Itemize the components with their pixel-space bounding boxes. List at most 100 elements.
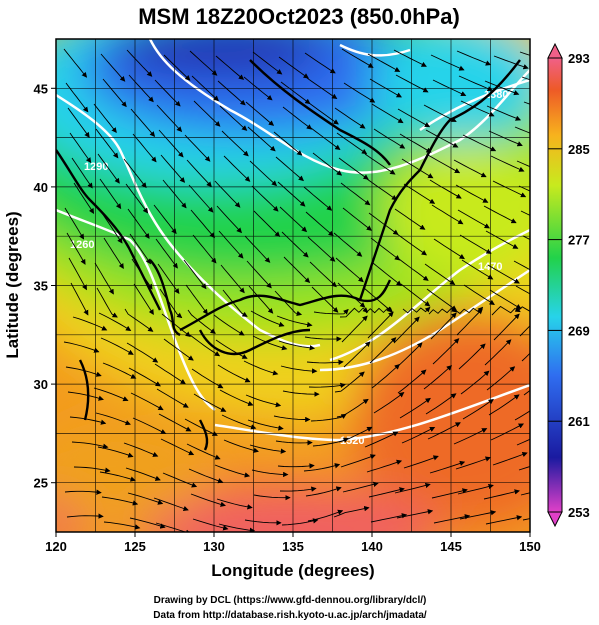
- y-tick-label: 45: [34, 81, 48, 96]
- map-grid: [56, 39, 530, 532]
- streamline-arrow: [153, 497, 189, 512]
- streamline-arrow: [94, 262, 114, 295]
- streamline-arrow: [486, 105, 522, 121]
- x-axis-ticks: 120 125 130 135 140 145 150: [45, 532, 541, 554]
- streamline-arrow: [162, 472, 198, 488]
- y-tick-label: 35: [34, 279, 48, 294]
- streamline-arrow: [372, 262, 402, 286]
- streamline-arrow: [490, 423, 524, 441]
- streamline-arrow: [519, 325, 530, 337]
- colorbar-ticks: 293 285 277 269 261 253: [548, 51, 590, 520]
- colorbar-tick-label: 285: [568, 142, 590, 157]
- streamline-arrow: [93, 103, 117, 134]
- chart-title: MSM 18Z20Oct2023 (850.0hPa): [138, 4, 460, 29]
- streamline-arrow: [101, 496, 139, 506]
- streamline-arrow: [306, 359, 344, 365]
- streamline-arrow: [279, 486, 317, 492]
- streamline-arrow: [490, 155, 525, 172]
- streamline-arrow: [129, 517, 166, 529]
- streamline-arrow: [493, 313, 520, 341]
- streamline-arrow: [248, 285, 274, 314]
- x-tick-label: 145: [440, 539, 462, 554]
- streamline-arrow: [397, 369, 427, 394]
- contour-label: 1290: [84, 161, 108, 173]
- colorbar-top-triangle: [547, 42, 563, 59]
- streamline-arrow: [99, 178, 122, 210]
- streamline-arrow: [187, 309, 216, 334]
- colorbar: 293 285 277 269 261 253: [547, 42, 590, 528]
- x-tick-label: 130: [203, 539, 225, 554]
- streamline-arrow: [303, 186, 333, 211]
- streamline-arrow: [220, 264, 245, 294]
- credit-data-source: Data from http://database.rish.kyoto-u.a…: [153, 610, 427, 621]
- streamline-arrow: [184, 418, 218, 436]
- streamline-arrow: [66, 513, 104, 519]
- streamline-arrow: [191, 368, 224, 389]
- streamline-arrow: [273, 131, 303, 156]
- streamline-arrow: [307, 236, 336, 262]
- streamline-arrow: [373, 392, 405, 414]
- streamline-arrow: [251, 185, 279, 212]
- streamline-arrow: [282, 390, 320, 397]
- credit-drawing: Drawing by DCL (https://www.gfd-dennou.o…: [154, 595, 427, 606]
- streamline-arrow: [463, 284, 495, 305]
- streamline-arrow: [157, 263, 180, 295]
- y-tick-label: 30: [34, 377, 48, 392]
- streamline-arrow: [163, 54, 191, 81]
- streamline-arrow: [216, 498, 253, 510]
- streamline-arrow: [395, 342, 423, 369]
- streamline-arrow: [403, 183, 436, 204]
- streamline-arrow: [393, 49, 427, 67]
- streamline-arrow: [252, 51, 283, 75]
- streamline-arrow: [304, 336, 342, 342]
- streamline-arrow: [125, 183, 149, 214]
- streamline-arrow: [399, 133, 432, 153]
- streamline-arrow: [393, 316, 420, 344]
- streamline-arrow: [493, 55, 529, 70]
- x-tick-label: 140: [361, 539, 383, 554]
- streamline-arrow: [457, 483, 494, 495]
- streamline-arrow: [453, 428, 488, 445]
- streamline-arrow: [521, 352, 530, 362]
- streamline-arrow: [459, 234, 492, 254]
- streamline-arrow: [364, 431, 399, 448]
- streamline-arrow: [247, 126, 276, 152]
- streamline-arrow: [65, 82, 89, 113]
- streamline-arrow: [71, 157, 93, 189]
- streamline-arrow: [367, 53, 401, 72]
- streamline-arrow: [516, 438, 530, 446]
- streamline-arrow: [488, 130, 523, 147]
- streamline-arrow: [154, 363, 186, 385]
- x-tick-label: 135: [282, 539, 304, 554]
- y-axis-label: Latitude (degrees): [3, 211, 22, 358]
- streamline-arrow: [460, 370, 490, 395]
- streamline-arrow: [342, 207, 373, 231]
- streamline-arrow: [274, 290, 303, 316]
- streamline-arrow: [514, 126, 530, 134]
- streamline-arrow: [517, 306, 530, 312]
- streamline-arrow: [401, 426, 436, 444]
- streamline-arrow: [455, 184, 489, 203]
- streamline-arrow: [365, 307, 393, 314]
- streamline-arrow: [156, 388, 189, 408]
- streamline-arrow: [338, 157, 369, 180]
- streamline-arrow: [483, 489, 520, 500]
- streamline-arrow: [73, 466, 111, 473]
- streamline-arrow: [363, 287, 393, 312]
- streamline-arrow: [275, 440, 313, 446]
- streamline-arrow: [189, 50, 218, 76]
- streamline-arrow: [336, 132, 368, 155]
- streamline-arrow: [310, 413, 347, 422]
- streamline-arrow: [244, 235, 271, 263]
- streamline-arrow: [305, 211, 334, 237]
- streamline-arrow: [273, 415, 311, 423]
- streamline-arrow: [334, 107, 366, 129]
- streamline-arrow: [456, 50, 492, 66]
- y-tick-label: 40: [34, 180, 48, 195]
- streamline-arrow: [492, 451, 528, 466]
- streamline-arrow: [425, 129, 459, 148]
- streamline-arrow: [453, 159, 487, 178]
- streamline-arrow: [103, 237, 124, 270]
- streamline-arrow: [183, 259, 207, 290]
